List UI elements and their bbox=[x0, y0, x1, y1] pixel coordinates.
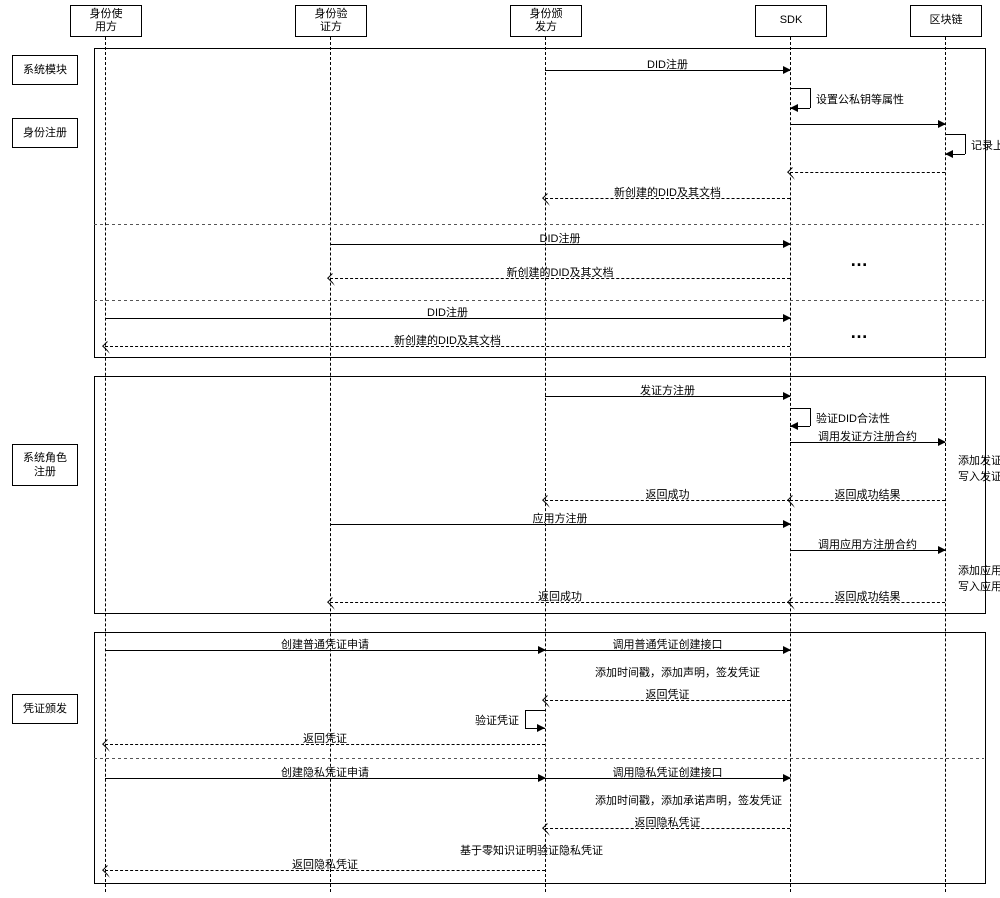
phase-label: 系统模块 bbox=[12, 55, 78, 85]
separator bbox=[94, 224, 984, 225]
diagram-root: 身份使用方身份验证方身份颁发方SDK区块链系统模块身份注册系统角色注册凭证颁发D… bbox=[0, 0, 1000, 898]
ellipsis: … bbox=[850, 322, 868, 343]
phase-label: 系统角色注册 bbox=[12, 444, 78, 486]
actor-chain: 区块链 bbox=[910, 5, 982, 37]
note: 添加时间戳，添加承诺声明，签发凭证 bbox=[595, 792, 782, 808]
ellipsis: … bbox=[850, 250, 868, 271]
note: 添加应用方列表，写入应用方信息 bbox=[958, 562, 1000, 594]
separator bbox=[94, 300, 984, 301]
phase-label: 凭证颁发 bbox=[12, 694, 78, 724]
note: 基于零知识证明验证隐私凭证 bbox=[460, 842, 603, 858]
actor-sdk: SDK bbox=[755, 5, 827, 37]
note: 添加发证方列表，写入发证方信息 bbox=[958, 452, 1000, 484]
separator bbox=[94, 758, 984, 759]
phase-label: 身份注册 bbox=[12, 118, 78, 148]
actor-user: 身份使用方 bbox=[70, 5, 142, 37]
note: 添加时间戳，添加声明，签发凭证 bbox=[595, 664, 760, 680]
actor-issuer: 身份颁发方 bbox=[510, 5, 582, 37]
actor-verifier: 身份验证方 bbox=[295, 5, 367, 37]
